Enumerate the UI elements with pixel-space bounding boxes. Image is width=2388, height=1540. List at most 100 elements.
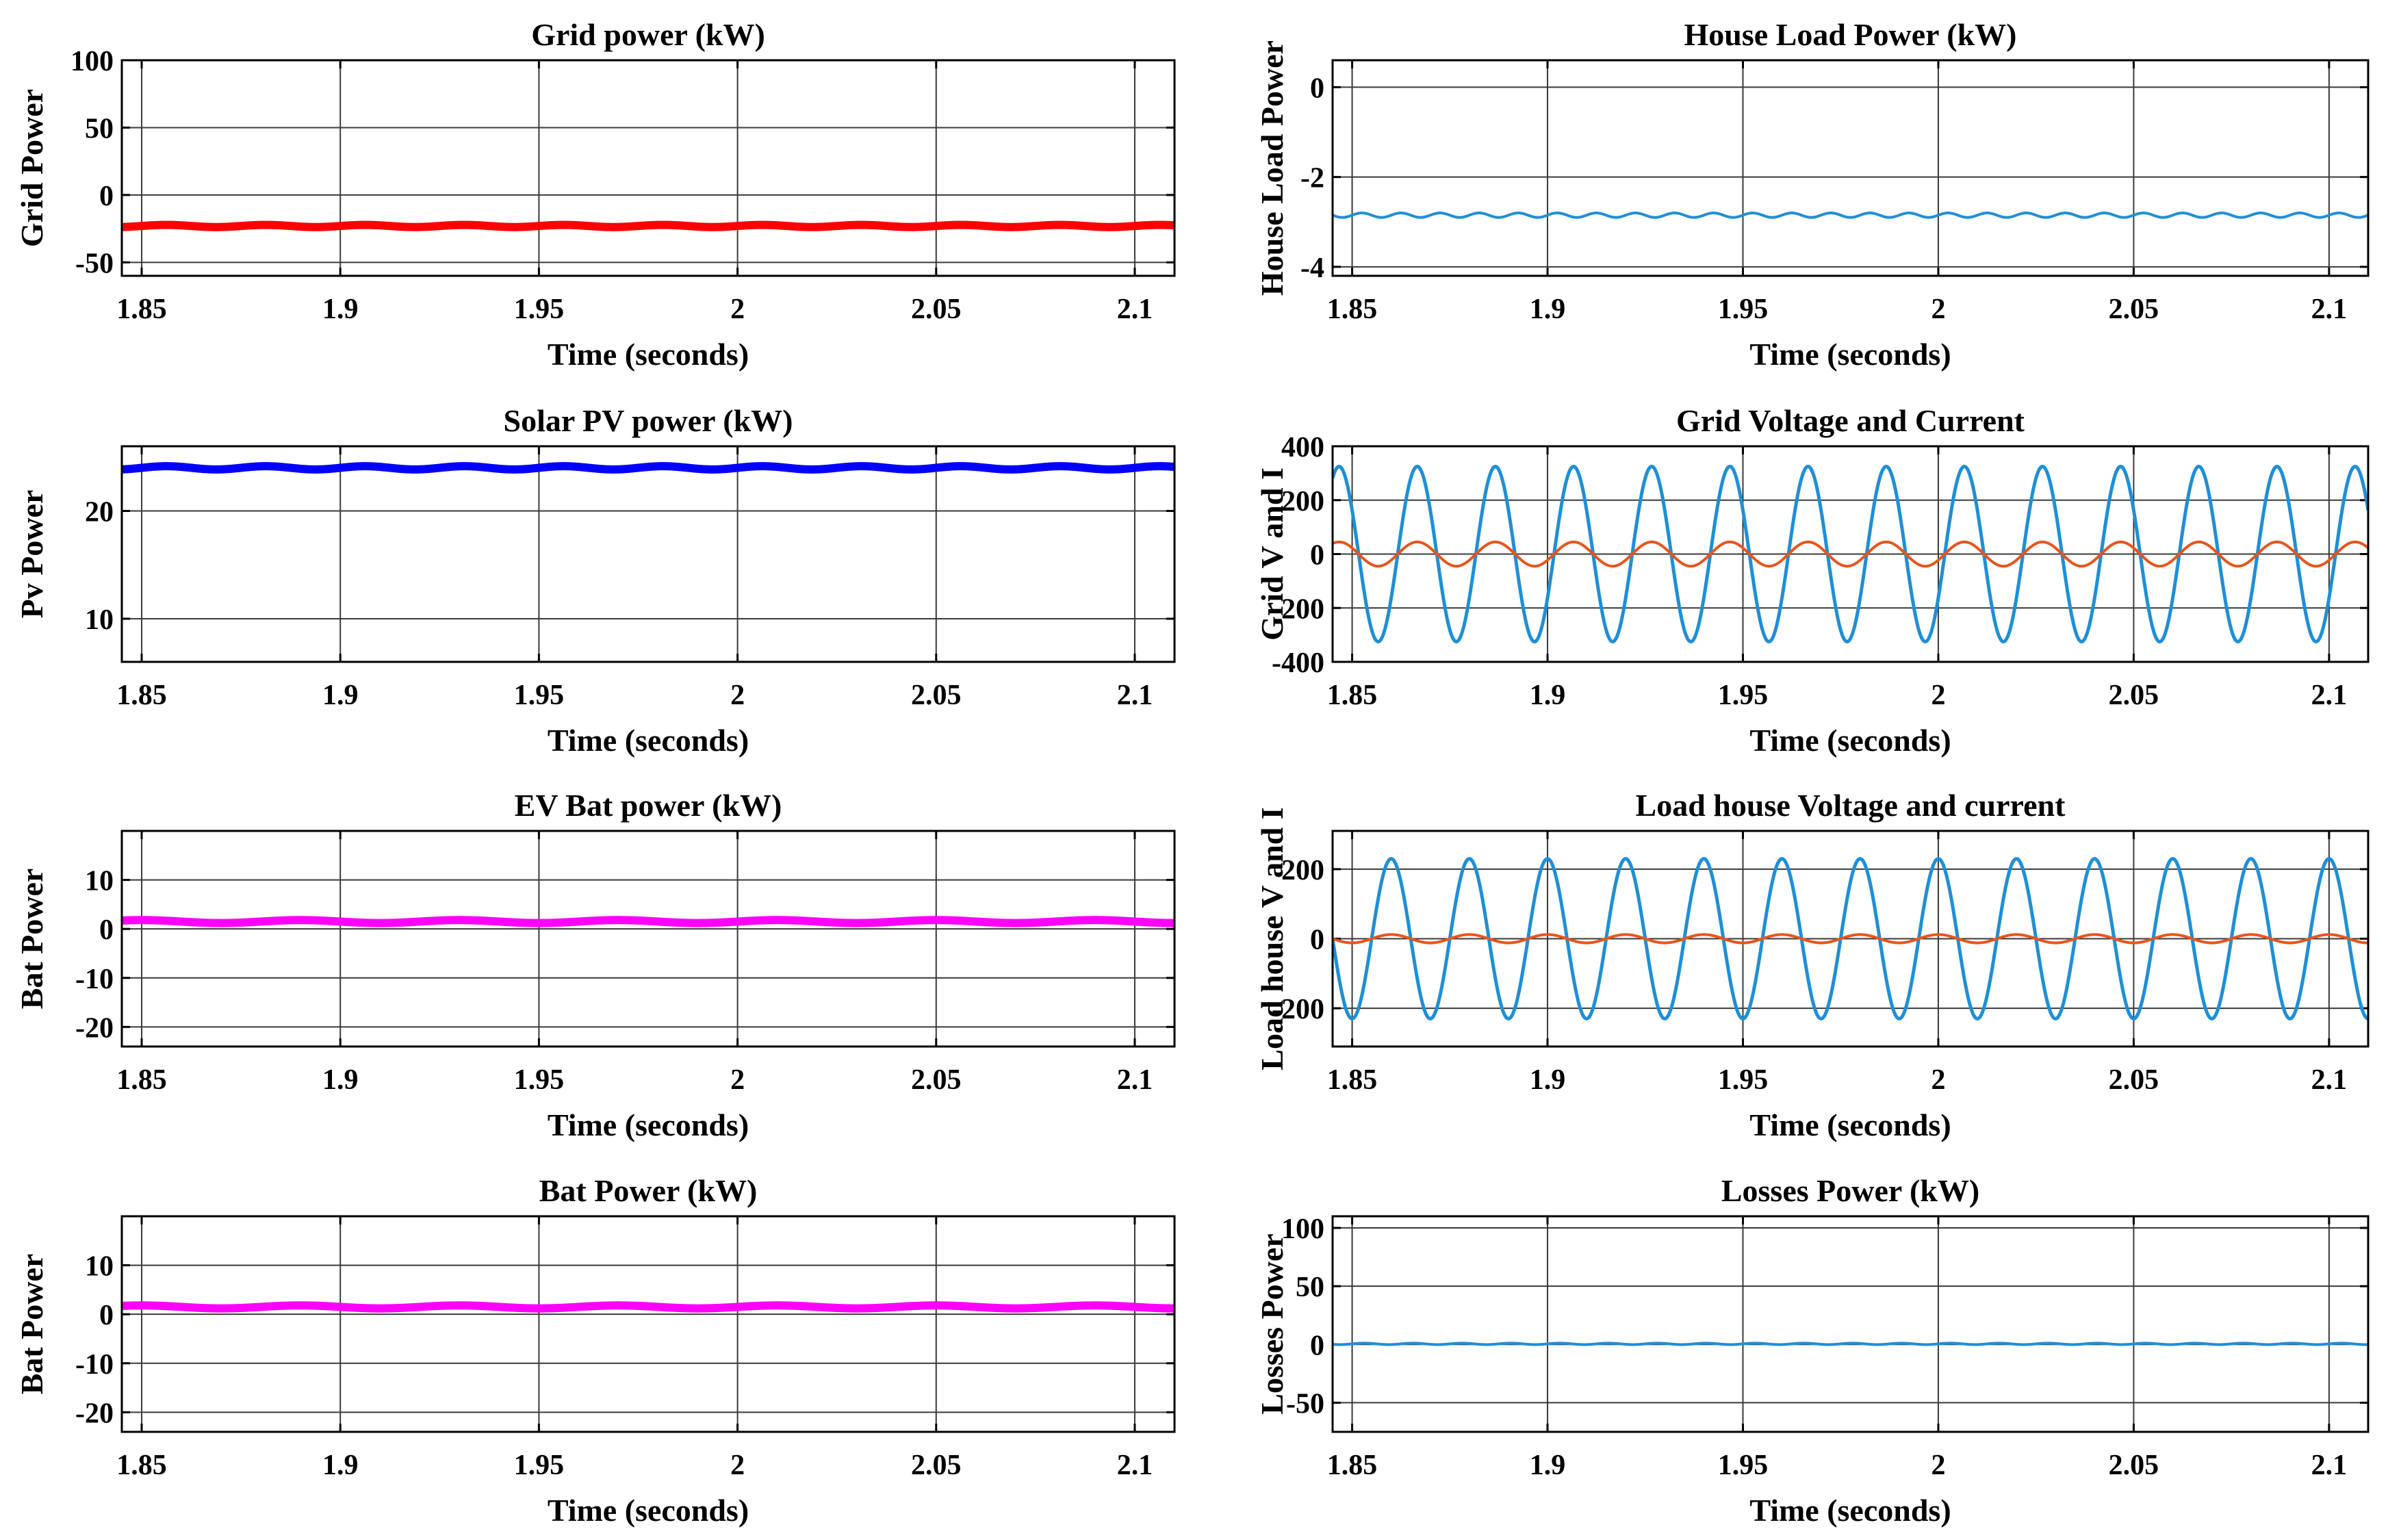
y-tick-label: 0	[1310, 1330, 1324, 1361]
series-line	[122, 220, 1174, 231]
y-axis-label: Pv Power	[14, 490, 49, 619]
series-line	[1333, 211, 2368, 219]
y-tick-label: 0	[99, 181, 114, 212]
x-tick-label: 1.95	[514, 1450, 565, 1481]
y-tick-label: -200	[1272, 994, 1324, 1025]
y-tick-label: 50	[85, 113, 114, 144]
x-tick-label: 2.05	[2109, 1064, 2159, 1096]
y-tick-label: 10	[85, 1251, 114, 1283]
series-line	[122, 1301, 1174, 1313]
x-tick-label: 1.9	[322, 1450, 359, 1481]
y-axis-label: Bat Power	[14, 869, 49, 1010]
chart-6: 1.85 1.9 1.95 2 2.05 2.1 -200 0 200 Load house Vo…	[1255, 788, 2370, 1142]
x-tick-label: 1.9	[1530, 294, 1566, 325]
plot-frame	[1331, 1215, 2370, 1433]
x-axis-label: Time (seconds)	[1749, 337, 1951, 372]
series-line	[122, 462, 1174, 474]
x-tick-label: 1.85	[1327, 1450, 1378, 1481]
chart-5: 1.85 1.9 1.95 2 2.05 2.1 -20 -10 0 10 EV Bat power…	[14, 788, 1176, 1142]
x-tick-label: 1.85	[1327, 680, 1378, 711]
x-tick-label: 1.95	[1718, 1064, 1769, 1096]
y-tick-label: 20	[85, 497, 114, 528]
series-line	[1333, 857, 2368, 1021]
x-tick-label: 2.05	[911, 680, 962, 711]
plot-frame	[120, 830, 1176, 1048]
chart-title: Load house Voltage and current	[1636, 788, 2066, 823]
x-tick-label: 1.85	[1327, 294, 1378, 325]
series-line	[1333, 540, 2368, 568]
chart-title: EV Bat power (kW)	[515, 788, 782, 823]
y-axis-label: Losses Power	[1255, 1233, 1289, 1414]
x-tick-label: 2.1	[2311, 680, 2348, 711]
chart-title: Solar PV power (kW)	[504, 403, 793, 438]
x-tick-label: 1.9	[322, 294, 359, 325]
chart-title: Grid Voltage and Current	[1676, 403, 2025, 438]
x-tick-label: 2	[730, 1064, 745, 1096]
y-axis-label: House Load Power	[1255, 40, 1289, 296]
y-tick-label: 10	[85, 604, 114, 636]
x-axis-label: Time (seconds)	[548, 723, 749, 758]
x-tick-label: 1.95	[514, 1064, 565, 1096]
x-tick-label: 2	[1931, 294, 1945, 325]
y-tick-label: 50	[1296, 1272, 1324, 1303]
y-axis-label: Grid V and I	[1255, 467, 1289, 641]
y-tick-label: -10	[75, 1349, 114, 1381]
x-tick-label: 2.1	[2311, 1450, 2348, 1481]
y-tick-label: 0	[1310, 73, 1324, 104]
x-tick-label: 1.9	[322, 1064, 359, 1096]
x-tick-label: 1.9	[322, 680, 359, 711]
x-axis-label: Time (seconds)	[548, 337, 749, 372]
x-tick-label: 1.95	[514, 680, 565, 711]
x-tick-label: 1.9	[1530, 680, 1566, 711]
x-tick-label: 1.9	[1530, 1064, 1566, 1096]
x-tick-label: 2.1	[1117, 680, 1153, 711]
chart-title: House Load Power (kW)	[1684, 17, 2017, 52]
plot-frame	[120, 445, 1176, 663]
y-tick-label: 200	[1281, 855, 1324, 886]
series-line	[1333, 1342, 2368, 1346]
x-tick-label: 1.95	[1718, 1450, 1769, 1481]
y-tick-label: 100	[70, 46, 114, 77]
chart-title: Bat Power (kW)	[539, 1173, 758, 1208]
x-tick-label: 1.9	[1530, 1450, 1566, 1481]
x-tick-label: 2.05	[911, 1064, 962, 1096]
y-tick-label: -200	[1272, 593, 1324, 625]
y-tick-label: 200	[1281, 486, 1324, 517]
plot-frame	[1331, 59, 2370, 277]
y-tick-label: -50	[1286, 1388, 1324, 1420]
y-axis-label: Grid Power	[14, 89, 49, 247]
y-tick-label: 100	[1281, 1214, 1324, 1245]
x-tick-label: 2.05	[911, 1450, 962, 1481]
x-axis-label: Time (seconds)	[1749, 723, 1951, 758]
plot-frame	[1331, 445, 2370, 663]
y-tick-label: -50	[75, 248, 114, 279]
x-tick-label: 2.1	[1117, 294, 1153, 325]
y-tick-label: -20	[75, 1012, 114, 1044]
y-tick-label: 0	[1310, 925, 1324, 956]
y-tick-label: -20	[75, 1398, 114, 1429]
chart-4: 1.85 1.9 1.95 2 2.05 2.1 -400 -200 0 200 400 Grid V…	[1255, 403, 2370, 758]
x-tick-label: 2.1	[2311, 294, 2348, 325]
y-tick-label: 0	[1310, 540, 1324, 572]
y-tick-label: 0	[99, 1300, 114, 1331]
y-tick-label: -400	[1272, 647, 1324, 679]
x-tick-label: 1.85	[116, 1450, 167, 1481]
x-tick-label: 1.85	[116, 680, 167, 711]
y-tick-label: 400	[1281, 432, 1324, 463]
chart-3: 1.85 1.9 1.95 2 2.05 2.1 10 20 Solar PV power (k…	[14, 403, 1176, 758]
x-tick-label: 2	[730, 680, 745, 711]
x-axis-label: Time (seconds)	[1749, 1107, 1951, 1142]
x-tick-label: 2.1	[1117, 1450, 1153, 1481]
chart-7: 1.85 1.9 1.95 2 2.05 2.1 -20 -10 0 10 Bat Power (k…	[14, 1173, 1176, 1528]
series-line	[1333, 933, 2368, 945]
y-tick-label: 10	[85, 866, 114, 897]
chart-title: Grid power (kW)	[531, 17, 765, 52]
x-axis-label: Time (seconds)	[548, 1493, 749, 1528]
y-tick-label: -4	[1300, 253, 1324, 284]
y-axis-label: Bat Power	[14, 1254, 49, 1395]
chart-1: 1.85 1.9 1.95 2 2.05 2.1 -50 0 50 100 Grid power (…	[14, 17, 1176, 372]
plot-frame	[120, 59, 1176, 277]
x-tick-label: 2.05	[2109, 294, 2159, 325]
